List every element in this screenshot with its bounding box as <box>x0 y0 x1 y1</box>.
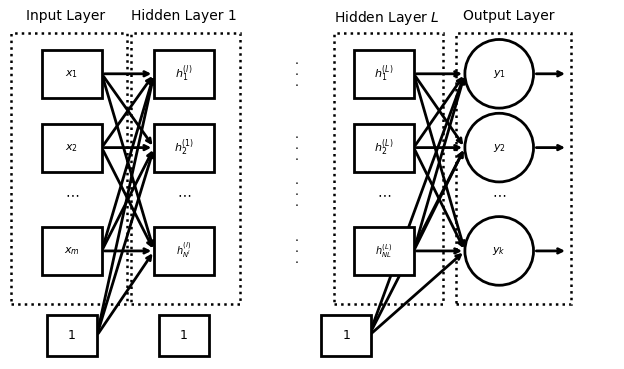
Text: $y_k$: $y_k$ <box>492 245 506 257</box>
FancyBboxPatch shape <box>42 227 102 275</box>
Ellipse shape <box>465 39 534 108</box>
Text: $h_2^{(L)}$: $h_2^{(L)}$ <box>374 137 394 158</box>
FancyBboxPatch shape <box>154 50 214 98</box>
Text: Output Layer: Output Layer <box>463 9 554 23</box>
FancyBboxPatch shape <box>154 227 214 275</box>
Text: Hidden Layer 1: Hidden Layer 1 <box>131 9 237 23</box>
Bar <box>334 33 443 304</box>
Text: $\cdot$
$\cdot$
$\cdot$: $\cdot$ $\cdot$ $\cdot$ <box>294 130 299 165</box>
Text: 1: 1 <box>68 329 76 342</box>
Text: 1: 1 <box>343 329 350 342</box>
Text: $y_2$: $y_2$ <box>493 142 505 154</box>
FancyBboxPatch shape <box>354 50 414 98</box>
Text: $h_1^{(l)}$: $h_1^{(l)}$ <box>175 63 193 84</box>
Text: $\cdots$: $\cdots$ <box>65 187 79 201</box>
FancyBboxPatch shape <box>354 227 414 275</box>
Text: $\cdots$: $\cdots$ <box>492 187 506 201</box>
Bar <box>11 33 127 304</box>
Text: $\cdot$
$\cdot$
$\cdot$: $\cdot$ $\cdot$ $\cdot$ <box>294 56 299 91</box>
Text: $h_{N^l}^{(l)}$: $h_{N^l}^{(l)}$ <box>177 241 192 261</box>
Text: $h_{NL}^{(L)}$: $h_{NL}^{(L)}$ <box>375 242 392 260</box>
Text: $h_1^{(L)}$: $h_1^{(L)}$ <box>374 63 394 84</box>
FancyBboxPatch shape <box>159 315 209 356</box>
Text: $x_m$: $x_m$ <box>64 245 80 257</box>
FancyBboxPatch shape <box>354 124 414 172</box>
Text: $x_1$: $x_1$ <box>66 68 78 80</box>
Text: Hidden Layer $L$: Hidden Layer $L$ <box>334 9 440 27</box>
Text: $x_2$: $x_2$ <box>66 142 78 154</box>
FancyBboxPatch shape <box>321 315 371 356</box>
Text: $\cdots$: $\cdots$ <box>377 187 391 201</box>
Bar <box>456 33 571 304</box>
Text: $\cdots$: $\cdots$ <box>177 187 191 201</box>
FancyBboxPatch shape <box>42 50 102 98</box>
Ellipse shape <box>465 113 534 182</box>
Text: $\cdot$
$\cdot$
$\cdot$: $\cdot$ $\cdot$ $\cdot$ <box>294 234 299 268</box>
Text: Input Layer: Input Layer <box>26 9 105 23</box>
Text: 1: 1 <box>180 329 188 342</box>
Ellipse shape <box>465 217 534 285</box>
Text: $\cdot$
$\cdot$
$\cdot$: $\cdot$ $\cdot$ $\cdot$ <box>294 176 299 211</box>
FancyBboxPatch shape <box>42 124 102 172</box>
FancyBboxPatch shape <box>47 315 97 356</box>
Text: $y_1$: $y_1$ <box>493 68 505 80</box>
FancyBboxPatch shape <box>154 124 214 172</box>
Text: $h_2^{(1)}$: $h_2^{(1)}$ <box>174 137 194 158</box>
Bar <box>131 33 240 304</box>
